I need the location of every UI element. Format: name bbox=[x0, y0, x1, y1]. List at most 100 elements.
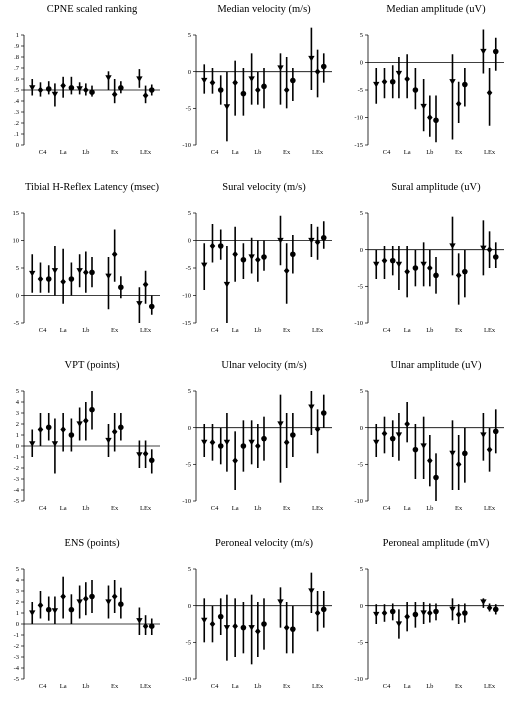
y-tick-label: .3 bbox=[14, 109, 19, 116]
x-category-label: La bbox=[404, 505, 411, 512]
x-category-label: LEx bbox=[312, 327, 324, 334]
x-category-label: Lb bbox=[254, 149, 261, 156]
x-category-label: C4 bbox=[211, 149, 219, 156]
data-point-triangle bbox=[449, 606, 456, 613]
data-point-circle bbox=[118, 85, 124, 91]
data-point-diamond bbox=[404, 420, 410, 428]
data-point-diamond bbox=[37, 601, 44, 609]
chart-title: Median amplitude (uV) bbox=[386, 4, 486, 15]
data-point-circle bbox=[148, 303, 155, 310]
data-point-diamond bbox=[427, 264, 433, 272]
x-category-label: LEx bbox=[484, 683, 496, 690]
x-category-label: La bbox=[404, 149, 411, 156]
data-point-diamond bbox=[486, 446, 493, 454]
data-point-diamond bbox=[232, 622, 238, 630]
data-point-circle bbox=[433, 608, 439, 615]
data-point-diamond bbox=[381, 430, 388, 437]
x-category-label: Lb bbox=[426, 149, 433, 156]
x-category-label: Ex bbox=[283, 683, 291, 690]
y-tick-label: 0 bbox=[16, 142, 19, 149]
data-point-triangle bbox=[395, 432, 403, 438]
chart-panel: VPT (points) -5 -4 -3 -2 -1 0 1 2 3 4 5 C4 La Lb Ex LEx bbox=[14, 360, 160, 512]
data-point-triangle bbox=[51, 91, 59, 98]
data-point-circle bbox=[148, 87, 155, 93]
data-point-circle bbox=[389, 608, 396, 615]
chart-panel: CPNE scaled ranking 0 .1 .2 .3 .4 .5 .6 .7 .8 .9 1 C… bbox=[14, 4, 160, 156]
data-point-diamond bbox=[209, 242, 216, 250]
data-point-diamond bbox=[283, 267, 290, 275]
data-point-triangle bbox=[29, 610, 36, 616]
data-point-circle bbox=[412, 611, 419, 618]
y-tick-label: -5 bbox=[358, 640, 363, 647]
data-point-diamond bbox=[142, 92, 149, 99]
data-point-triangle bbox=[308, 588, 315, 594]
data-point-diamond bbox=[455, 611, 462, 618]
y-tick-label: -10 bbox=[354, 498, 363, 505]
data-point-circle bbox=[389, 78, 396, 85]
y-tick-label: 2 bbox=[16, 599, 19, 606]
y-tick-label: 0 bbox=[360, 603, 363, 610]
data-point-circle bbox=[412, 446, 419, 453]
y-tick-label: -10 bbox=[182, 142, 191, 149]
x-category-label: C4 bbox=[39, 505, 47, 512]
y-tick-label: -5 bbox=[186, 106, 191, 113]
y-tick-label: -10 bbox=[182, 676, 191, 683]
data-point-circle bbox=[492, 254, 499, 260]
x-category-label: La bbox=[232, 327, 239, 334]
data-point-diamond bbox=[232, 457, 238, 465]
x-category-label: C4 bbox=[383, 327, 391, 334]
y-tick-label: -3 bbox=[14, 476, 19, 483]
data-point-circle bbox=[320, 606, 327, 613]
data-point-diamond bbox=[142, 622, 149, 630]
chart-panel: Median amplitude (uV) -15 -10 -5 0 5 C4 La Lb Ex L… bbox=[354, 4, 504, 156]
x-category-label: La bbox=[404, 327, 411, 334]
data-point-triangle bbox=[29, 441, 36, 447]
data-point-triangle bbox=[201, 617, 208, 624]
data-point-circle bbox=[320, 234, 327, 241]
chart-panel: Peroneal amplitude (mV) -10 -5 0 5 C4 La Lb Ex LE… bbox=[354, 538, 504, 690]
x-category-label: LEx bbox=[312, 683, 324, 690]
data-point-diamond bbox=[142, 450, 149, 458]
x-category-label: La bbox=[60, 683, 67, 690]
data-point-circle bbox=[89, 406, 95, 413]
data-point-circle bbox=[412, 265, 419, 271]
data-point-diamond bbox=[83, 417, 89, 425]
data-point-triangle bbox=[449, 243, 456, 249]
y-tick-label: 0 bbox=[360, 60, 363, 67]
data-point-triangle bbox=[51, 441, 59, 447]
data-point-triangle bbox=[373, 611, 380, 618]
chart-panel: Peroneal velocity (m/s) -10 -5 0 5 C4 La Lb Ex LE… bbox=[182, 538, 332, 690]
x-category-label: C4 bbox=[39, 149, 47, 156]
chart-panel: Sural amplitude (uV) -10 -5 0 5 C4 La Lb Ex LEx bbox=[354, 182, 504, 334]
data-point-diamond bbox=[232, 250, 238, 258]
y-tick-label: -5 bbox=[186, 640, 191, 647]
x-category-label: C4 bbox=[211, 327, 219, 334]
x-category-label: La bbox=[232, 683, 239, 690]
data-point-triangle bbox=[248, 76, 255, 82]
data-point-circle bbox=[240, 443, 247, 449]
x-category-label: C4 bbox=[383, 149, 391, 156]
data-point-circle bbox=[118, 284, 124, 291]
y-tick-label: .6 bbox=[14, 76, 20, 83]
chart-panel: Ulnar amplitude (uV) -10 -5 0 5 C4 La Lb Ex LEx bbox=[354, 360, 504, 512]
y-tick-label: -2 bbox=[14, 465, 19, 472]
data-point-circle bbox=[148, 623, 155, 629]
chart-title: Sural amplitude (uV) bbox=[391, 182, 481, 193]
x-category-label: LEx bbox=[484, 327, 496, 334]
y-tick-label: -3 bbox=[14, 654, 19, 661]
y-tick-label: 5 bbox=[360, 210, 363, 217]
data-point-diamond bbox=[60, 426, 66, 433]
data-point-triangle bbox=[277, 65, 284, 71]
data-point-circle bbox=[492, 606, 499, 613]
y-tick-label: 0 bbox=[188, 603, 191, 610]
data-point-circle bbox=[462, 610, 468, 616]
chart-title: Peroneal velocity (m/s) bbox=[215, 538, 313, 549]
data-point-triangle bbox=[480, 48, 487, 55]
data-point-triangle bbox=[373, 261, 380, 268]
data-point-circle bbox=[68, 85, 75, 91]
data-point-triangle bbox=[420, 103, 427, 110]
data-point-circle bbox=[217, 443, 224, 449]
data-point-triangle bbox=[136, 301, 143, 307]
x-category-label: Lb bbox=[82, 505, 89, 512]
